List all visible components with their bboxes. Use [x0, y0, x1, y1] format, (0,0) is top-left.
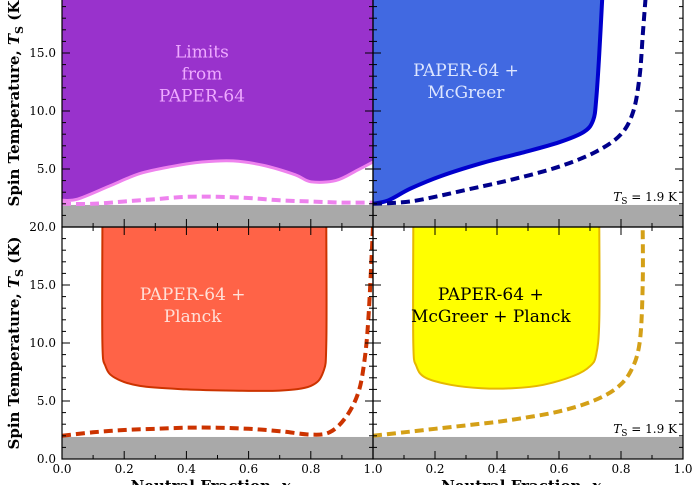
- x-tick-label-left: 0.2: [115, 462, 134, 476]
- y-tick-label-bottom: 20.0: [29, 220, 56, 234]
- x-tick-label-right: 0.8: [611, 462, 630, 476]
- x-tick-label-right: 1.0: [673, 462, 692, 476]
- top-right-region-label-line: McGreer: [428, 83, 506, 103]
- bottom-right-region-label-line: McGreer + Planck: [411, 307, 571, 327]
- top-right-region-edge: [373, 0, 605, 206]
- top-left-dashed-boundary: [62, 194, 373, 206]
- panels-group: [62, 0, 683, 459]
- bottom-left-plot-area: [62, 227, 373, 459]
- top-left-plot-area: [62, 0, 373, 227]
- x-tick-label-left: 1.0: [363, 462, 382, 476]
- bottom-right-excluded-region: [412, 227, 601, 390]
- x-tick-label-left: 0.0: [52, 462, 71, 476]
- y-tick-label-top: 15.0: [29, 46, 56, 60]
- x-tick-label-left: 0.6: [239, 462, 258, 476]
- top-left-region-label-line: PAPER-64: [159, 87, 245, 107]
- bottom-right-dashed-boundary: [373, 227, 645, 438]
- bottom-right-region-label-line: PAPER-64 +: [438, 285, 544, 305]
- ticks-group: [62, 6, 683, 459]
- x-tick-label-left: 0.8: [301, 462, 320, 476]
- x-tick-label-left: 0.4: [177, 462, 196, 476]
- top-right-plot-area: [373, 0, 683, 227]
- top-left-region-edge: [62, 159, 373, 203]
- bottom-right-ts-note: TS = 1.9 K: [613, 422, 678, 439]
- bottom-left-dashed-boundary: [62, 227, 373, 438]
- top-right-excluded-region: [373, 0, 603, 204]
- top-right-cmb-band: [373, 204, 683, 227]
- x-axis-label-left: Neutral Fraction, xHI: [131, 477, 305, 485]
- top-left-region-label-line: Limits: [175, 43, 229, 63]
- x-tick-label-right: 0.4: [487, 462, 506, 476]
- top-right-ts-note: TS = 1.9 K: [613, 190, 678, 207]
- x-tick-label-right: 0.6: [549, 462, 568, 476]
- y-tick-label-top: 5.0: [37, 162, 56, 176]
- bottom-left-region-label-line: Planck: [164, 307, 222, 327]
- top-left-cmb-band: [62, 204, 373, 227]
- bottom-left-cmb-band: [62, 436, 373, 459]
- top-right-dashed-boundary: [373, 0, 648, 206]
- top-left-excluded-region: [62, 0, 373, 201]
- y-axis-label-bottom: Spin Temperature, TS (K): [5, 237, 26, 450]
- y-tick-label-top: 10.0: [29, 104, 56, 118]
- y-axis-label-top: Spin Temperature, TS (K): [5, 0, 26, 206]
- top-right-region-label-line: PAPER-64 +: [413, 61, 519, 81]
- top-left-region-label-line: from: [182, 65, 223, 85]
- bottom-right-plot-area: [373, 227, 683, 459]
- y-tick-label-bottom: 0.0: [37, 452, 56, 466]
- y-tick-label-bottom: 5.0: [37, 394, 56, 408]
- x-axis-label-right: Neutral Fraction, xHI: [441, 477, 615, 485]
- bottom-right-cmb-band: [373, 436, 683, 459]
- x-tick-label-right: 0.2: [425, 462, 444, 476]
- bottom-left-excluded-region: [101, 227, 328, 392]
- y-tick-label-bottom: 15.0: [29, 278, 56, 292]
- y-tick-label-bottom: 10.0: [29, 336, 56, 350]
- bottom-left-region-label-line: PAPER-64 +: [140, 285, 246, 305]
